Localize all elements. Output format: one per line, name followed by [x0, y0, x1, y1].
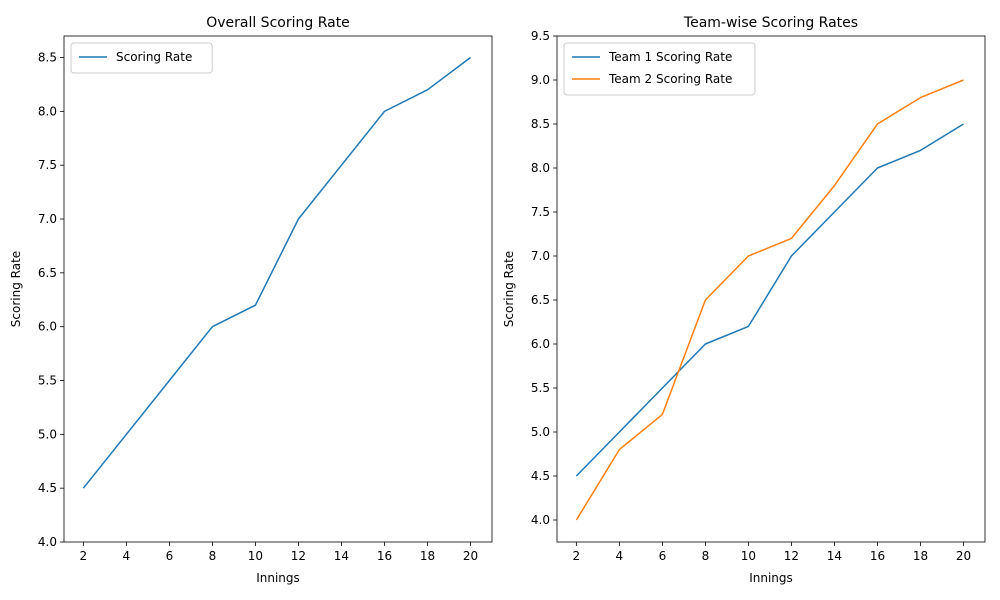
- x-tick-label: 4: [616, 549, 624, 563]
- legend: Team 1 Scoring Rate Team 2 Scoring Rate: [563, 42, 756, 96]
- team-wise-scoring-rates-chart: Team-wise Scoring Rates 2 4 6 8 10 12 14 16 18 20 4…: [502, 15, 986, 585]
- series-line-1: [575, 123, 964, 477]
- y-tick-label: 5.5: [531, 381, 550, 395]
- x-tick-label: 16: [870, 549, 885, 563]
- x-tick-label: 12: [291, 549, 306, 563]
- x-tick-label: 18: [913, 549, 928, 563]
- series-line-1: [82, 56, 471, 489]
- y-tick-label: 7.5: [531, 205, 550, 219]
- y-tick-label: 4.5: [38, 481, 57, 495]
- plot-frame: [556, 35, 986, 543]
- y-tick-label: 8.0: [38, 104, 57, 118]
- y-tick-label: 6.5: [38, 266, 57, 280]
- legend-box: [563, 42, 756, 96]
- x-tick-label: 16: [377, 549, 392, 563]
- legend-entry: Scoring Rate: [116, 50, 192, 64]
- chart-title: Team-wise Scoring Rates: [683, 15, 858, 31]
- y-tick-label: 4.5: [531, 469, 550, 483]
- x-tick-label: 4: [123, 549, 131, 563]
- y-tick-label: 9.0: [531, 73, 550, 87]
- y-tick-label: 8.0: [531, 161, 550, 175]
- y-tick-label: 5.0: [38, 427, 57, 441]
- y-tick-label: 8.5: [38, 51, 57, 65]
- legend-entry: Team 1 Scoring Rate: [608, 50, 732, 64]
- y-tick-label: 7.0: [531, 249, 550, 263]
- overall-scoring-rate-chart: Overall Scoring Rate 2 4 6 8 10 12 14 16 18 20 4.0 4…: [9, 15, 493, 585]
- legend-box: [70, 42, 213, 74]
- x-axis-label: Innings: [749, 571, 793, 585]
- x-tick-label: 14: [827, 549, 842, 563]
- legend-entry: Team 2 Scoring Rate: [608, 72, 732, 86]
- x-tick-label: 14: [334, 549, 349, 563]
- legend: Scoring Rate: [70, 42, 213, 74]
- y-tick-label: 6.5: [531, 293, 550, 307]
- x-tick-label: 8: [702, 549, 710, 563]
- x-tick-label: 10: [741, 549, 756, 563]
- y-tick-label: 5.0: [531, 425, 550, 439]
- x-axis-label: Innings: [256, 571, 300, 585]
- x-tick-label: 20: [956, 549, 971, 563]
- x-tick-label: 6: [659, 549, 667, 563]
- x-tick-label: 2: [80, 549, 88, 563]
- y-tick-label: 5.5: [38, 374, 57, 388]
- y-tick-label: 9.5: [531, 29, 550, 43]
- y-tick-label: 4.0: [38, 535, 57, 549]
- y-tick-label: 6.0: [531, 337, 550, 351]
- x-tick-label: 2: [573, 549, 581, 563]
- y-tick-label: 4.0: [531, 513, 550, 527]
- series-line-2: [575, 79, 964, 521]
- y-tick-label: 8.5: [531, 117, 550, 131]
- plot-frame: [63, 35, 493, 543]
- x-tick-label: 12: [784, 549, 799, 563]
- x-tick-label: 8: [209, 549, 217, 563]
- x-tick-label: 20: [463, 549, 478, 563]
- x-tick-label: 18: [420, 549, 435, 563]
- x-tick-label: 6: [166, 549, 174, 563]
- y-tick-label: 6.0: [38, 320, 57, 334]
- y-tick-label: 7.5: [38, 158, 57, 172]
- x-tick-label: 10: [248, 549, 263, 563]
- y-axis-label: Scoring Rate: [502, 251, 516, 327]
- chart-title: Overall Scoring Rate: [206, 15, 350, 31]
- y-tick-label: 7.0: [38, 212, 57, 226]
- y-axis-label: Scoring Rate: [9, 251, 23, 327]
